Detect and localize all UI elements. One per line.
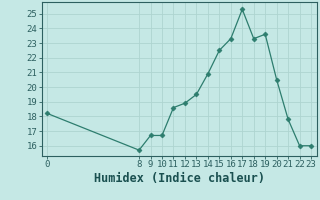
X-axis label: Humidex (Indice chaleur): Humidex (Indice chaleur)	[94, 172, 265, 185]
